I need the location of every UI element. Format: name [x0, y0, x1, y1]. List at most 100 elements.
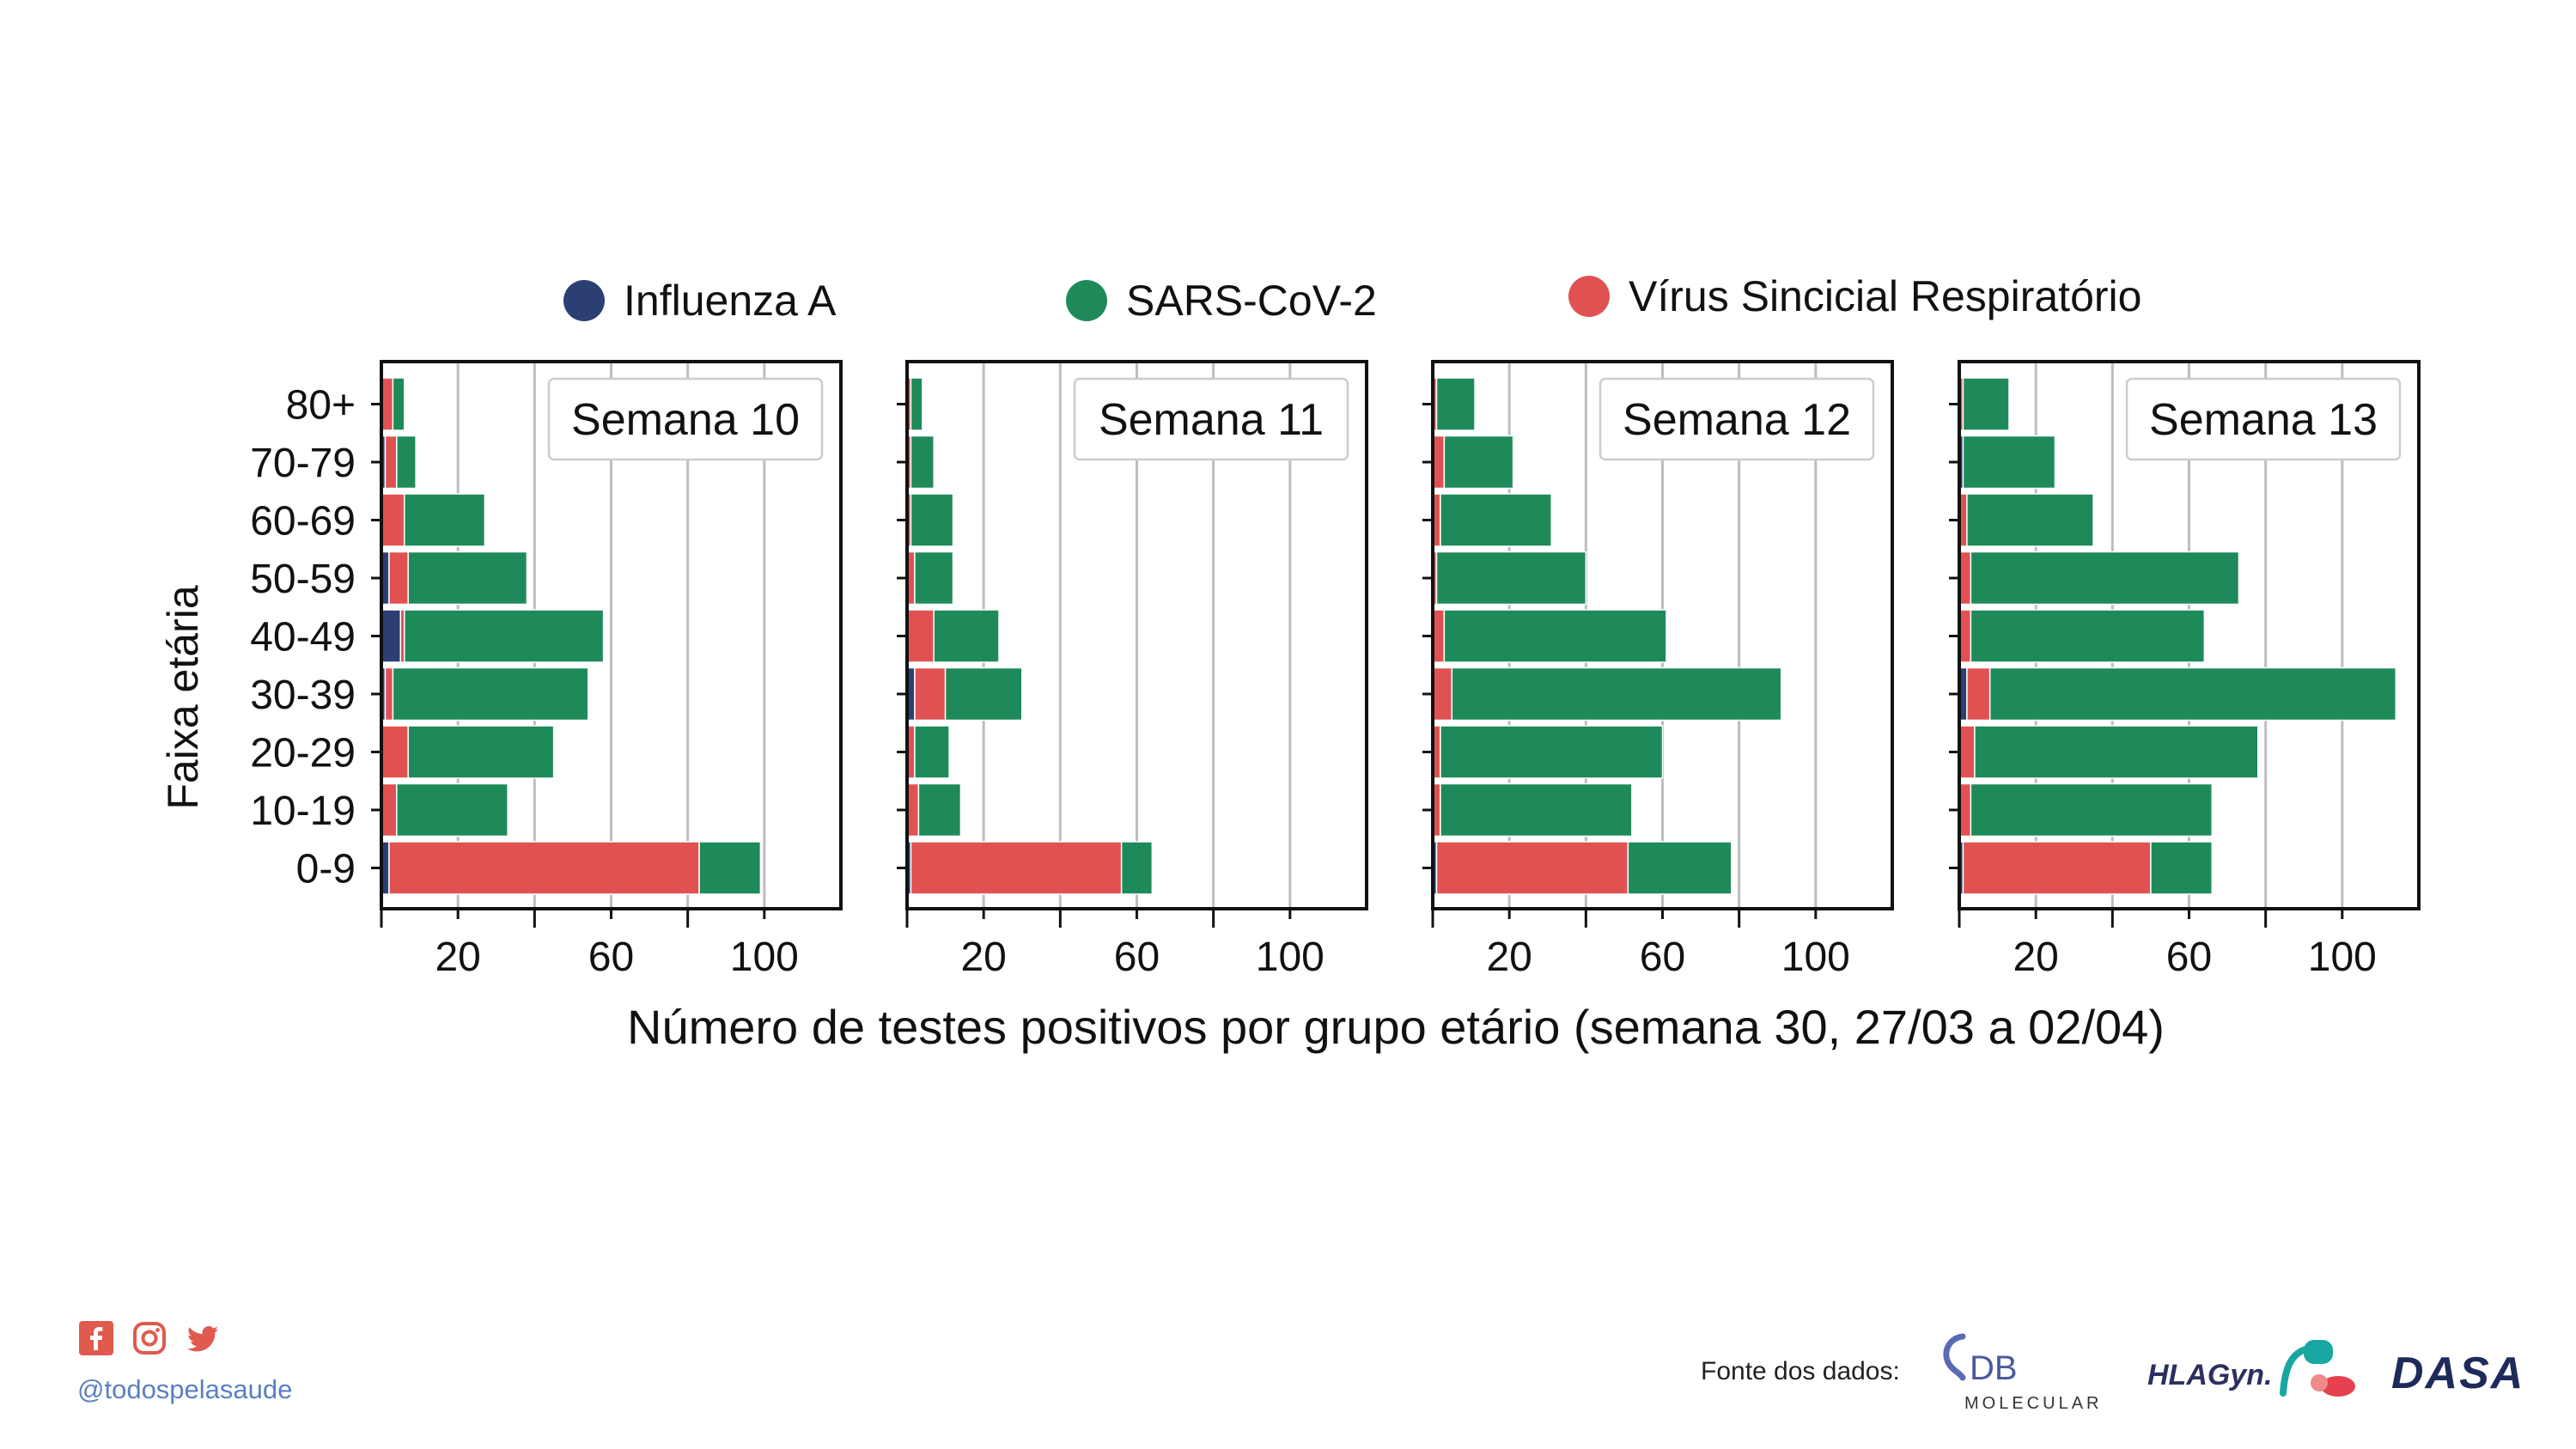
bar-segment [1958, 782, 1972, 837]
y-axis-label: Faixa etária [159, 585, 207, 809]
bar-segment [388, 841, 700, 895]
data-source-label: Fonte dos dados: [1701, 1357, 1900, 1385]
social-handle[interactable]: @todospelasaude [77, 1374, 293, 1404]
bar-segment [1958, 725, 1976, 779]
x-tick-label: 100 [1781, 935, 1850, 980]
panel-title-box [547, 377, 824, 461]
bar-segment [906, 782, 920, 837]
bar-segment [1432, 667, 1453, 721]
bar-segment [698, 841, 762, 895]
bar-segment [1958, 609, 1972, 663]
panel-title-box [1599, 377, 1875, 461]
x-tick-label: 20 [960, 935, 1006, 980]
bar-segment [384, 435, 398, 490]
panel-title: Semana 11 [1099, 395, 1324, 445]
bar-segment [404, 493, 486, 547]
bar-segment [1962, 841, 2152, 895]
bar-segment [384, 667, 394, 721]
x-tick-label: 60 [2166, 935, 2212, 980]
bar-segment [1435, 841, 1629, 895]
x-tick-label: 20 [435, 935, 480, 980]
bar-segment [1443, 609, 1667, 663]
panel-3: 20 60 100 Semana 12 [1422, 360, 1894, 980]
bar-segment [388, 551, 409, 606]
y-tick-label: 40-49 [250, 615, 356, 661]
hlagyn-logo-text: HLAGyn. [2147, 1359, 2272, 1391]
facebook-icon[interactable] [79, 1321, 113, 1355]
panel-title: Semana 13 [2149, 395, 2378, 445]
legend-label-2: Vírus Sincicial Respiratório [1629, 272, 2141, 320]
bar-segment [1970, 782, 2213, 837]
legend-marker-0 [563, 280, 605, 321]
bar-segment [392, 377, 405, 431]
bar-segment [914, 667, 947, 721]
bar-segment [1451, 667, 1782, 721]
panel-title: Semana 12 [1623, 395, 1851, 445]
bar-segment [1974, 725, 2259, 779]
bar-segment [404, 609, 605, 663]
bar-segment [1966, 667, 1991, 721]
x-tick-label: 100 [730, 935, 799, 980]
panel-2: 20 60 100 Semana 11 [897, 360, 1368, 980]
x-tick-label: 60 [588, 935, 634, 980]
bar-segment [1435, 551, 1587, 606]
x-tick-label: 20 [2013, 935, 2058, 980]
bar-segment [2150, 841, 2214, 895]
panel-title-box [2125, 377, 2402, 461]
bar-segment [1970, 609, 2206, 663]
legend-marker-2 [1568, 276, 1610, 317]
bar-segment [944, 667, 1023, 721]
bar-segment [910, 493, 954, 547]
db-logo-text: DB [1970, 1349, 2018, 1387]
dasa-logo: DASA [2391, 1349, 2524, 1398]
bar-segment [906, 609, 935, 663]
bar-segment [1432, 435, 1446, 490]
chart-panels: 0-9 10-19 20-29 30-39 40-49 50-59 60-69 70-79 80… [250, 360, 2421, 980]
bar-segment [1627, 841, 1733, 895]
bar-segment [910, 435, 935, 490]
bar-segment [1988, 667, 2397, 721]
bar-segment [381, 493, 405, 547]
bar-segment [910, 377, 923, 431]
bar-segment [1435, 377, 1476, 431]
legend: Influenza A SARS-CoV-2 Vírus Sincicial Res… [563, 272, 2141, 325]
y-tick-label: 30-39 [250, 673, 356, 718]
y-tick-label: 70-79 [250, 441, 356, 486]
legend-label-1: SARS-CoV-2 [1126, 277, 1377, 325]
x-tick-label: 100 [2308, 935, 2377, 980]
bar-segment [1120, 841, 1154, 895]
bar-segment [914, 725, 950, 779]
db-molecular-logo: DB MOLECULAR [1943, 1333, 2102, 1413]
bar-segment [392, 667, 589, 721]
bar-segment [1440, 782, 1633, 837]
legend-marker-1 [1066, 280, 1107, 321]
y-tick-label: 80+ [286, 383, 356, 429]
bar-segment [1440, 493, 1552, 547]
bar-segment [381, 377, 394, 431]
panel-title: Semana 10 [571, 395, 800, 445]
bar-segment [1962, 377, 2010, 431]
bar-segment [917, 782, 962, 837]
bar-segment [396, 782, 509, 837]
y-tick-label: 60-69 [250, 499, 356, 545]
panel-title-box [1073, 377, 1349, 461]
panel-1: 0-9 10-19 20-29 30-39 40-49 50-59 60-69 70-79 80… [250, 360, 843, 980]
instagram-icon[interactable] [132, 1321, 167, 1355]
dasa-logo-text: DASA [2391, 1349, 2524, 1398]
bar-segment [1440, 725, 1664, 779]
x-tick-label: 100 [1256, 935, 1325, 980]
bar-segment [1443, 435, 1514, 490]
db-logo-subtitle: MOLECULAR [1964, 1394, 2102, 1413]
bar-segment [407, 725, 555, 779]
bar-segment [407, 551, 528, 606]
bar-segment [910, 841, 1123, 895]
x-tick-label: 20 [1486, 935, 1532, 980]
bar-segment [1970, 551, 2240, 606]
x-tick-label: 60 [1114, 935, 1160, 980]
bar-segment [1432, 609, 1446, 663]
twitter-icon[interactable] [186, 1321, 220, 1355]
bar-segment [1958, 551, 1972, 606]
y-tick-label: 50-59 [250, 557, 356, 602]
y-tick-label: 0-9 [296, 847, 356, 892]
